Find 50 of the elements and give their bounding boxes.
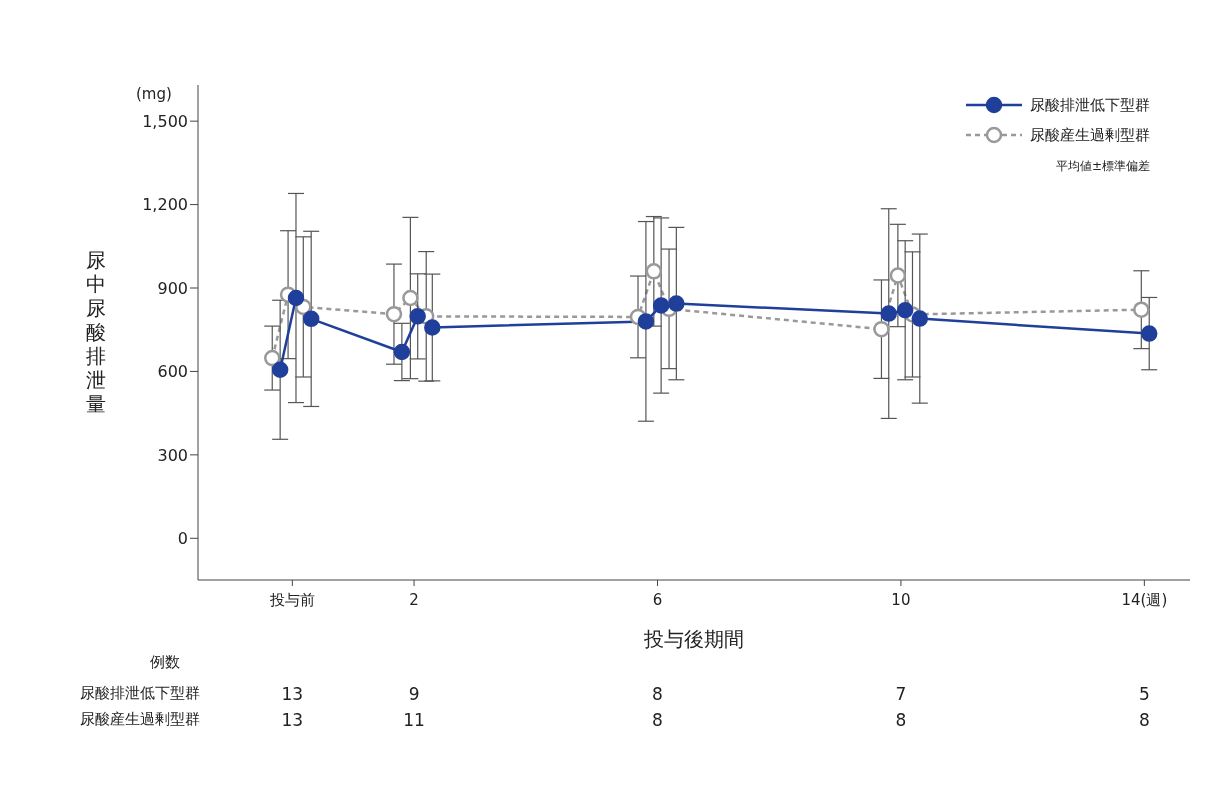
text: 7 [894, 684, 908, 704]
x-tick-label: 投与前 [268, 590, 315, 609]
point [637, 313, 655, 330]
point [385, 305, 403, 323]
text: (mg) [136, 85, 172, 103]
text: 8 [651, 684, 664, 704]
y-tick-label: 900 [157, 278, 188, 298]
y-tick-label: 1,500 [142, 111, 188, 131]
text: 9 [407, 684, 421, 704]
y-tick-label: 600 [157, 362, 188, 382]
point [873, 320, 890, 338]
annotation: 平均値±標準偏差 [1054, 158, 1150, 175]
point [409, 308, 426, 325]
text: 尿酸産生過剰型群 [80, 710, 200, 729]
point [645, 263, 663, 280]
text: 8 [894, 710, 908, 730]
point [402, 289, 419, 307]
legend-label: 尿酸産生過剰型群 [1030, 125, 1150, 145]
text: 尿酸排泄低下型群 [80, 684, 200, 703]
text: 8 [651, 710, 664, 730]
text: 例数 [150, 653, 181, 672]
text: 11 [402, 710, 426, 730]
point [424, 319, 441, 336]
y-tick-label: 1,200 [142, 195, 188, 215]
point [896, 302, 914, 319]
text: 8 [1137, 710, 1151, 730]
y-tick-label: 300 [157, 445, 188, 465]
x-tick-label: 6 [652, 590, 663, 609]
point [264, 349, 281, 367]
point [1140, 325, 1158, 342]
y-axis-title: 尿中尿酸排泄量 [85, 248, 107, 416]
point [302, 310, 320, 328]
point [287, 289, 305, 307]
point [889, 267, 907, 284]
y-tick-label: 0 [177, 528, 188, 548]
text: 5 [1137, 684, 1151, 704]
point [1133, 301, 1150, 318]
point [668, 295, 685, 312]
text: 13 [280, 710, 305, 730]
point [271, 361, 289, 379]
point [652, 297, 670, 314]
point [393, 343, 411, 361]
x-tick-label: 2 [409, 590, 419, 609]
legend-label: 尿酸排泄低下型群 [1030, 95, 1150, 115]
point [880, 305, 897, 322]
x-axis-title: 投与後期間 [643, 627, 744, 652]
x-tick-label: 10 [891, 590, 911, 609]
x-tick-label: 14(週) [1121, 590, 1168, 609]
text: 13 [280, 684, 305, 704]
point [911, 310, 929, 327]
